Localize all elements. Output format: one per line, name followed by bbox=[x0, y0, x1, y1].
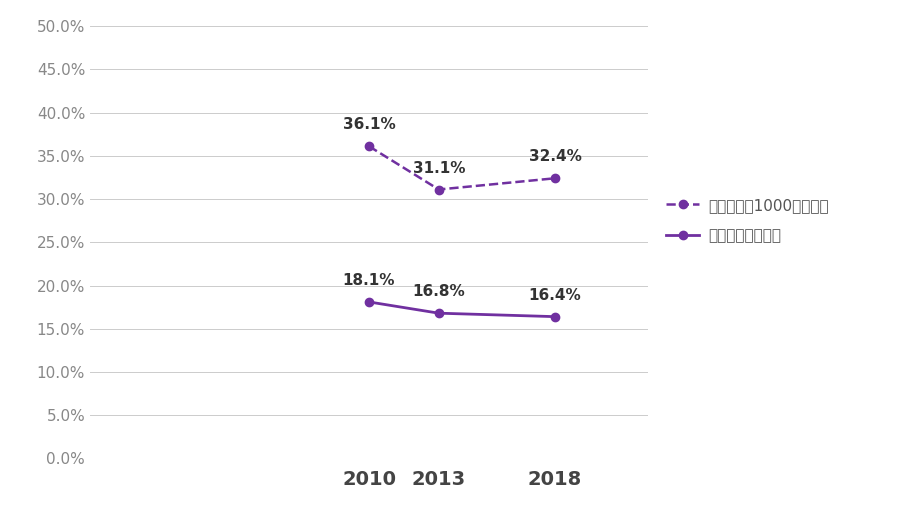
Text: 31.1%: 31.1% bbox=[412, 160, 465, 176]
社内公募（全体） bbox=[434, 310, 445, 316]
Text: 36.1%: 36.1% bbox=[343, 117, 395, 132]
社内公募（全体） bbox=[364, 299, 374, 305]
Text: 32.4%: 32.4% bbox=[528, 150, 581, 165]
Line: 社内公募（1000人以上）: 社内公募（1000人以上） bbox=[364, 142, 559, 194]
社内公募（全体） bbox=[550, 314, 561, 320]
社内公募（1000人以上） bbox=[550, 175, 561, 181]
Text: 16.4%: 16.4% bbox=[528, 288, 581, 303]
Text: 18.1%: 18.1% bbox=[343, 273, 395, 288]
社内公募（1000人以上） bbox=[364, 143, 374, 150]
Legend: 社内公募（1000人以上）, 社内公募（全体）: 社内公募（1000人以上）, 社内公募（全体） bbox=[662, 193, 833, 248]
社内公募（1000人以上） bbox=[434, 187, 445, 193]
Text: 16.8%: 16.8% bbox=[412, 284, 465, 299]
Line: 社内公募（全体）: 社内公募（全体） bbox=[364, 298, 559, 321]
